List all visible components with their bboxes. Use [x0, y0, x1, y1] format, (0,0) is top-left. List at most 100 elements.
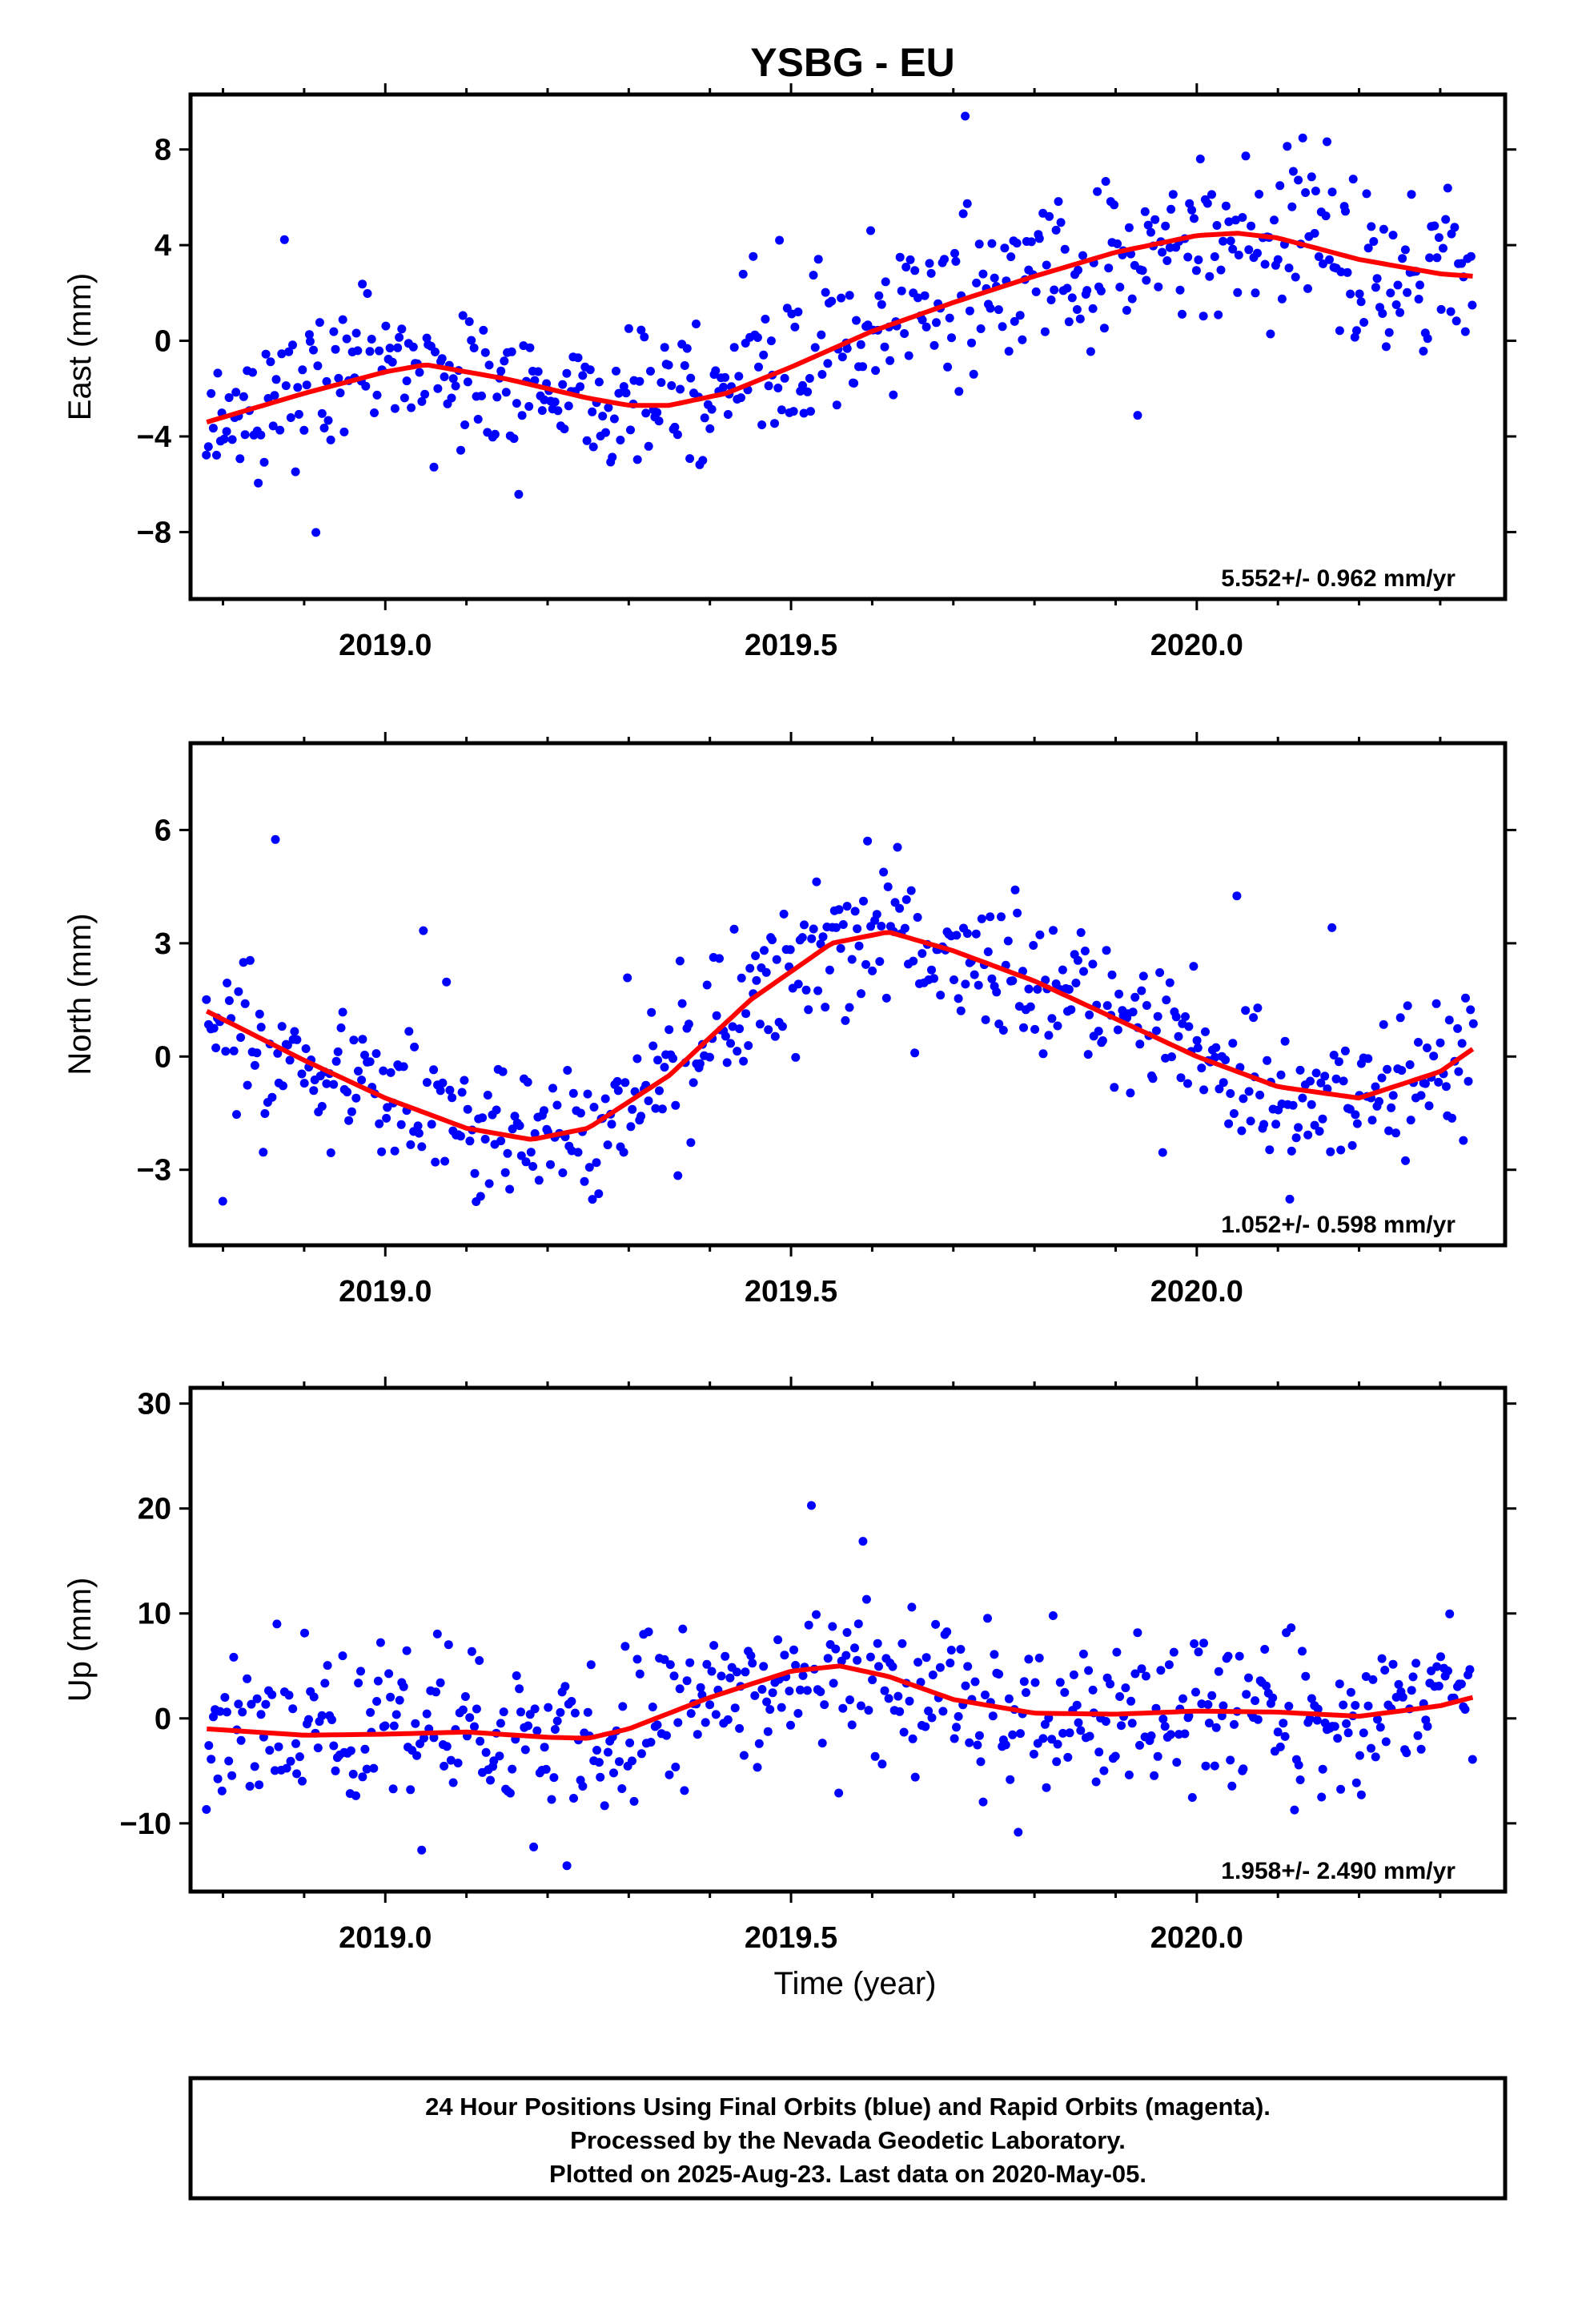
north-data-point — [548, 1084, 557, 1093]
north-data-point — [845, 1003, 854, 1012]
east-data-point — [431, 348, 440, 356]
east-data-point — [363, 289, 372, 298]
up-data-point — [754, 1739, 764, 1748]
up-data-point — [304, 1715, 313, 1724]
north-data-point — [1102, 1001, 1112, 1011]
east-data-point — [821, 287, 830, 297]
up-data-point — [224, 1756, 234, 1766]
north-data-point — [1079, 967, 1088, 976]
east-data-point — [1457, 259, 1466, 268]
east-data-point — [1194, 255, 1203, 264]
east-data-point — [673, 430, 682, 440]
up-data-point — [1312, 1715, 1322, 1725]
up-data-point — [432, 1687, 440, 1697]
east-data-point — [889, 390, 898, 400]
up-data-point — [874, 1662, 883, 1671]
north-data-point — [684, 1019, 693, 1029]
up-data-point — [873, 1638, 882, 1648]
north-data-point — [950, 975, 958, 984]
north-data-point — [741, 1009, 751, 1019]
east-data-point — [1210, 252, 1219, 261]
east-data-point — [842, 344, 852, 353]
east-data-point — [1133, 411, 1142, 420]
chart-title: YSBG - EU — [750, 40, 955, 85]
east-data-point — [319, 424, 329, 432]
up-data-point — [532, 1726, 542, 1735]
east-data-point — [1168, 190, 1178, 199]
north-data-point — [1259, 1120, 1269, 1129]
north-data-point — [290, 1027, 299, 1036]
east-data-point — [1441, 215, 1451, 224]
east-data-point — [761, 315, 770, 324]
up-data-point — [313, 1743, 323, 1753]
east-data-point — [719, 382, 729, 392]
east-data-point — [1439, 243, 1447, 253]
north-data-point — [1047, 1014, 1057, 1023]
north-data-point — [1010, 885, 1020, 895]
up-data-point — [897, 1638, 907, 1648]
up-data-point — [1063, 1752, 1073, 1762]
east-y-tick-label: −4 — [137, 420, 171, 454]
east-data-point — [342, 334, 351, 344]
east-data-point — [1434, 233, 1443, 243]
north-data-point — [1310, 1120, 1319, 1130]
north-data-point — [457, 1088, 467, 1097]
east-data-point — [682, 344, 692, 353]
north-data-point — [1461, 993, 1470, 1003]
up-data-point — [1135, 1740, 1144, 1750]
east-data-point — [1414, 295, 1423, 304]
east-data-point — [578, 371, 588, 380]
up-data-point — [1001, 1740, 1010, 1750]
up-data-point — [327, 1715, 336, 1724]
north-data-point — [1367, 1116, 1377, 1125]
north-data-point — [1176, 1073, 1186, 1083]
east-data-point — [469, 344, 479, 352]
east-data-point — [1307, 172, 1316, 182]
up-data-point — [1251, 1696, 1260, 1706]
north-data-point — [1199, 1085, 1209, 1095]
up-data-point — [236, 1735, 246, 1745]
east-data-point — [417, 396, 427, 406]
up-data-point — [1407, 1686, 1416, 1695]
east-data-point — [1419, 347, 1428, 356]
east-data-point — [509, 434, 519, 444]
north-data-point — [1138, 971, 1148, 981]
north-data-point — [1246, 1116, 1255, 1126]
up-data-point — [829, 1679, 838, 1688]
east-data-point — [408, 342, 418, 352]
north-data-point — [322, 1079, 331, 1088]
north-data-point — [1311, 1068, 1321, 1078]
up-data-point — [541, 1764, 551, 1774]
east-data-point — [1143, 220, 1153, 230]
up-data-point — [470, 1722, 479, 1731]
east-data-point — [222, 427, 231, 436]
east-data-point — [1301, 188, 1311, 197]
north-data-point — [221, 1047, 231, 1056]
north-data-point — [660, 1063, 669, 1072]
north-data-point — [436, 1086, 445, 1096]
north-data-point — [259, 1148, 268, 1157]
north-data-point — [671, 1100, 681, 1110]
east-data-point — [1110, 200, 1119, 210]
up-data-point — [429, 1733, 439, 1743]
up-data-point — [660, 1655, 669, 1664]
up-data-point — [1242, 1690, 1251, 1699]
up-data-point — [1133, 1628, 1142, 1638]
east-data-point — [385, 344, 395, 353]
up-data-point — [880, 1686, 889, 1695]
north-data-point — [422, 1078, 432, 1088]
north-data-point — [1189, 962, 1199, 971]
east-data-point — [293, 383, 303, 392]
north-data-point — [1327, 923, 1337, 932]
north-data-point — [970, 970, 979, 979]
up-data-point — [1342, 1719, 1351, 1728]
north-data-point — [1165, 978, 1174, 987]
east-data-point — [644, 441, 653, 451]
up-data-point — [512, 1671, 521, 1680]
north-y-tick-label: 3 — [155, 927, 171, 961]
north-data-point — [209, 1023, 219, 1033]
up-data-point — [1112, 1647, 1122, 1657]
up-data-point — [931, 1619, 941, 1629]
east-data-point — [437, 354, 447, 364]
north-data-point — [526, 1148, 536, 1157]
